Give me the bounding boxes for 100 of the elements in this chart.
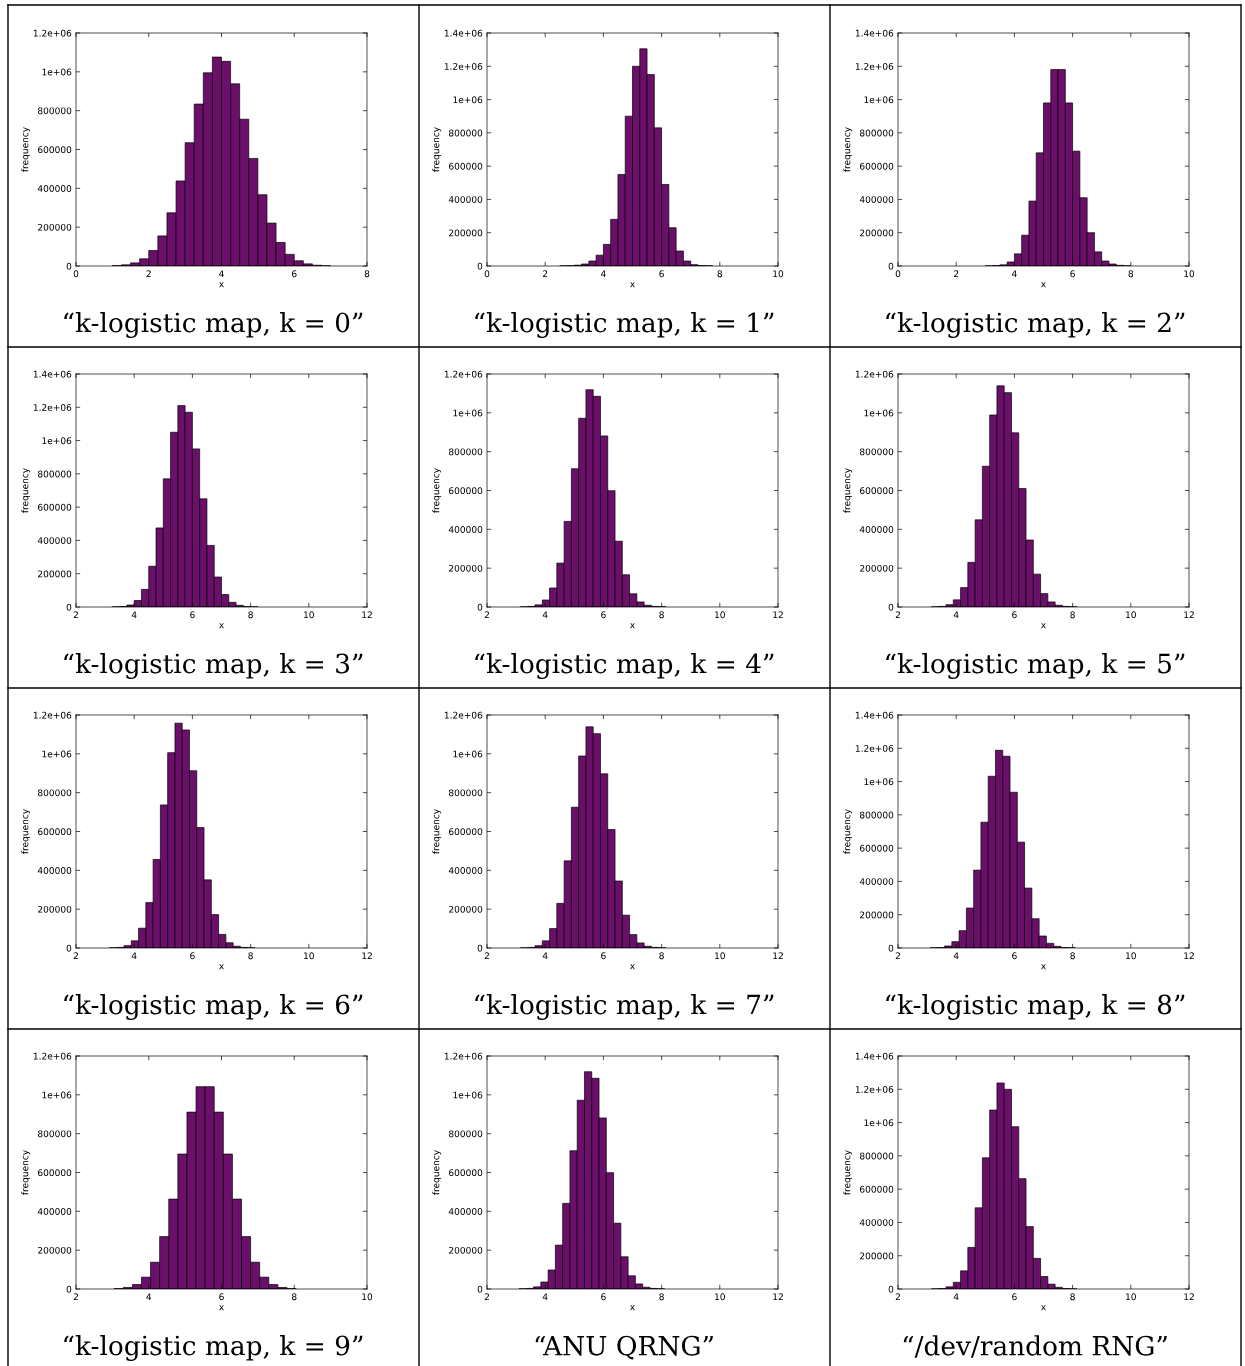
y-tick-label: 1.4e+06 bbox=[855, 1052, 894, 1060]
x-tick-label: 4 bbox=[219, 270, 224, 278]
y-tick-label: 600000 bbox=[449, 162, 483, 170]
x-tick-label: 10 bbox=[715, 611, 725, 619]
x-tick-label: 4 bbox=[146, 1293, 152, 1301]
y-tick-label: 0 bbox=[477, 603, 483, 611]
text: “k-logistic map, k = 4” bbox=[475, 653, 774, 679]
text: “k-logistic map, k = 3” bbox=[64, 653, 363, 679]
x-tick-label: 8 bbox=[659, 952, 664, 960]
y-tick-label: 600000 bbox=[860, 162, 894, 170]
x-tick-label: 4 bbox=[542, 611, 548, 619]
y-tick-label: 1.2e+06 bbox=[33, 711, 72, 719]
y-tick-label: 400000 bbox=[859, 878, 894, 885]
y-tick-label: 200000 bbox=[38, 905, 72, 913]
x-tick-label: 4 bbox=[542, 952, 548, 960]
x-tick-label: 2 bbox=[953, 270, 959, 278]
y-tick-label: 600000 bbox=[38, 146, 72, 154]
x-tick-label: 8 bbox=[659, 611, 664, 619]
y-tick-label: 600000 bbox=[38, 1169, 72, 1177]
y-tick-label: 600000 bbox=[449, 1169, 483, 1177]
y-tick-label: 400000 bbox=[448, 196, 483, 203]
y-tick-label: 0 bbox=[66, 1285, 72, 1293]
x-tick-label: 4 bbox=[542, 1293, 548, 1301]
y-tick-label: 800000 bbox=[859, 811, 894, 819]
y-tick-label: 1.2e+06 bbox=[855, 63, 894, 70]
y-tick-label: 0 bbox=[888, 1285, 894, 1293]
y-tick-label: 0 bbox=[66, 944, 72, 952]
x-tick-label: 8 bbox=[659, 1293, 664, 1301]
text: “k-logistic map, k = 2” bbox=[886, 312, 1185, 338]
x-tick-label: 6 bbox=[1070, 270, 1075, 278]
y-tick-label: 1.4e+06 bbox=[33, 370, 72, 378]
y-axis-title: frequency bbox=[843, 127, 853, 172]
y-tick-label: 1.2e+06 bbox=[444, 370, 483, 378]
x-tick-label: 4 bbox=[600, 270, 606, 278]
y-tick-label: 1.4e+06 bbox=[444, 29, 483, 37]
y-tick-label: 0 bbox=[477, 262, 483, 270]
y-tick-label: 1.2e+06 bbox=[444, 1052, 483, 1060]
text: “ANU QRNG” bbox=[535, 1335, 713, 1360]
x-tick-label: 12 bbox=[1184, 952, 1194, 960]
x-tick-label: 6 bbox=[1012, 611, 1017, 619]
y-tick-label: 0 bbox=[888, 944, 894, 952]
x-tick-label: 6 bbox=[601, 611, 606, 619]
x-tick-label: 8 bbox=[1070, 1293, 1075, 1301]
y-tick-label: 1.2e+06 bbox=[444, 63, 483, 70]
x-axis-title: x bbox=[630, 282, 635, 288]
x-tick-label: 10 bbox=[715, 1293, 725, 1301]
y-tick-label: 1.2e+06 bbox=[855, 1086, 894, 1093]
y-tick-label: 1e+06 bbox=[453, 750, 483, 758]
x-tick-label: 6 bbox=[1012, 952, 1017, 960]
y-tick-label: 800000 bbox=[448, 1130, 483, 1138]
y-tick-label: 400000 bbox=[448, 867, 483, 874]
x-tick-label: 2 bbox=[895, 611, 900, 619]
x-tick-label: 8 bbox=[291, 1293, 297, 1301]
x-tick-label: 4 bbox=[953, 1293, 959, 1301]
x-tick-label: 0 bbox=[73, 270, 79, 278]
x-tick-label: 8 bbox=[248, 611, 253, 619]
y-axis-title: frequency bbox=[21, 468, 31, 513]
x-axis-title: x bbox=[219, 623, 224, 629]
x-tick-label: 2 bbox=[895, 952, 900, 960]
y-tick-label: 800000 bbox=[448, 448, 483, 456]
x-axis-title: x bbox=[1041, 964, 1046, 970]
x-tick-label: 8 bbox=[1070, 611, 1075, 619]
y-tick-label: 600000 bbox=[449, 828, 483, 836]
y-tick-label: 1.4e+06 bbox=[855, 29, 894, 37]
y-axis-title: frequency bbox=[843, 809, 853, 854]
x-axis-title: x bbox=[1041, 623, 1046, 629]
y-axis-title: frequency bbox=[21, 1150, 31, 1195]
x-axis-title: x bbox=[219, 964, 224, 970]
y-tick-label: 800000 bbox=[448, 789, 483, 797]
x-tick-label: 8 bbox=[248, 952, 253, 960]
y-tick-label: 400000 bbox=[37, 1208, 72, 1215]
x-tick-label: 10 bbox=[715, 952, 725, 960]
y-axis-title: frequency bbox=[843, 1150, 853, 1195]
x-tick-label: 10 bbox=[304, 611, 314, 619]
y-axis-title: frequency bbox=[21, 127, 31, 172]
y-tick-label: 400000 bbox=[448, 1208, 483, 1215]
x-axis-title: x bbox=[630, 964, 635, 970]
x-tick-label: 10 bbox=[304, 952, 314, 960]
x-tick-label: 4 bbox=[953, 952, 959, 960]
y-tick-label: 400000 bbox=[37, 537, 72, 544]
y-tick-label: 1e+06 bbox=[453, 409, 483, 417]
x-tick-label: 0 bbox=[895, 270, 901, 278]
x-axis-title: x bbox=[1041, 282, 1046, 288]
y-tick-label: 200000 bbox=[449, 564, 483, 572]
y-tick-label: 1.2e+06 bbox=[855, 745, 894, 752]
y-tick-label: 600000 bbox=[38, 828, 72, 836]
text: “k-logistic map, k = 6” bbox=[64, 994, 363, 1020]
x-tick-label: 10 bbox=[1184, 270, 1195, 278]
y-tick-label: 0 bbox=[66, 262, 72, 270]
y-axis-title: frequency bbox=[21, 809, 31, 854]
x-tick-label: 6 bbox=[659, 270, 664, 278]
x-tick-label: 12 bbox=[773, 952, 783, 960]
y-tick-label: 1e+06 bbox=[453, 1091, 483, 1099]
text: “k-logistic map, k = 0” bbox=[64, 312, 363, 338]
y-tick-label: 800000 bbox=[448, 129, 483, 137]
y-axis-title: frequency bbox=[432, 1150, 442, 1195]
text: “k-logistic map, k = 9” bbox=[64, 1335, 363, 1361]
y-tick-label: 1e+06 bbox=[864, 409, 894, 417]
y-tick-label: 1e+06 bbox=[453, 96, 483, 104]
y-tick-label: 1.4e+06 bbox=[855, 711, 894, 719]
